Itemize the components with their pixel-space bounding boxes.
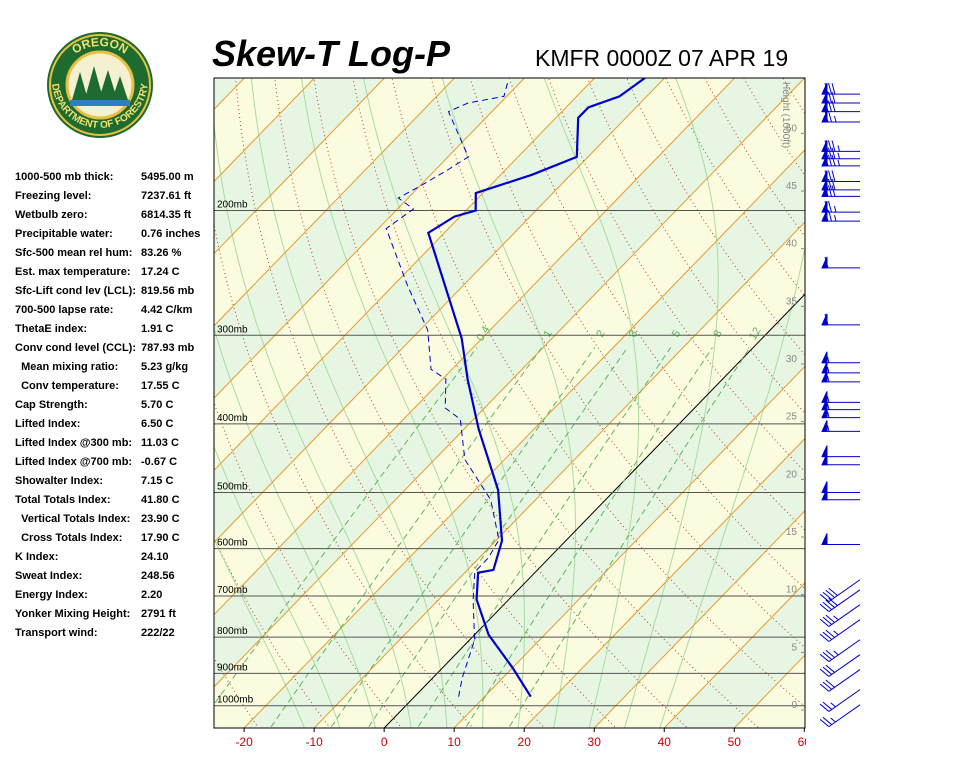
logo: OREGON DEPARTMENT OF FORESTRY	[47, 32, 153, 138]
height-tick-label: 30	[786, 354, 798, 365]
index-value: 24.10	[141, 551, 169, 563]
index-value: 7.15 C	[141, 475, 173, 487]
index-label: Sweat Index:	[15, 570, 82, 582]
height-tick-label: 35	[786, 296, 798, 307]
index-label: Sfc-500 mean rel hum:	[15, 247, 132, 259]
index-label: Sfc-Lift cond lev (LCL):	[15, 285, 136, 297]
index-label: Conv temperature:	[15, 380, 119, 392]
index-label: Energy Index:	[15, 589, 88, 601]
index-value: 5495.00 m	[141, 171, 194, 183]
index-value: 83.26 %	[141, 247, 182, 259]
pressure-label: 400mb	[217, 413, 248, 424]
index-value: 17.55 C	[141, 380, 180, 392]
index-label: Vertical Totals Index:	[15, 513, 130, 525]
height-tick-label: 0	[791, 700, 797, 711]
index-value: 1.91 C	[141, 323, 173, 335]
index-value: 5.23 g/kg	[141, 361, 188, 373]
index-value: 2.20	[141, 589, 162, 601]
x-tick-label: -10	[305, 735, 323, 749]
index-label: Lifted Index @700 mb:	[15, 456, 132, 468]
index-label: Transport wind:	[15, 627, 98, 639]
x-tick-label: 20	[518, 735, 532, 749]
index-value: 23.90 C	[141, 513, 180, 525]
index-label: 1000-500 mb thick:	[15, 171, 113, 183]
height-tick-label: 45	[786, 181, 798, 192]
pressure-label: 600mb	[217, 538, 248, 549]
chart-subtitle: KMFR 0000Z 07 APR 19	[535, 45, 788, 71]
index-label: Lifted Index @300 mb:	[15, 437, 132, 449]
index-value: -0.67 C	[141, 456, 177, 468]
x-tick-label: 50	[728, 735, 742, 749]
index-label: Total Totals Index:	[15, 494, 111, 506]
index-value: 11.03 C	[141, 437, 179, 449]
height-tick-label: 5	[791, 642, 797, 653]
index-value: 2791 ft	[141, 608, 176, 620]
pressure-label: 500mb	[217, 481, 248, 492]
index-value: 248.56	[141, 570, 175, 582]
index-value: 0.76 inches	[141, 228, 200, 240]
index-value: 787.93 mb	[141, 342, 194, 354]
index-label: Yonker Mixing Height:	[15, 608, 130, 620]
index-label: Lifted Index:	[15, 418, 80, 430]
index-label: ThetaE index:	[15, 323, 87, 335]
index-label: Mean mixing ratio:	[15, 361, 118, 373]
index-value: 4.42 C/km	[141, 304, 193, 316]
index-label: Conv cond level (CCL):	[15, 342, 136, 354]
index-value: 41.80 C	[141, 494, 180, 506]
height-tick-label: 20	[786, 469, 798, 480]
height-tick-label: 25	[786, 412, 798, 423]
height-tick-label: 15	[786, 527, 798, 538]
index-label: Wetbulb zero:	[15, 209, 88, 221]
pressure-label: 200mb	[217, 200, 248, 211]
index-value: 5.70 C	[141, 399, 173, 411]
index-label: 700-500 lapse rate:	[15, 304, 113, 316]
index-label: Cap Strength:	[15, 399, 88, 411]
index-value: 6814.35 ft	[141, 209, 191, 221]
x-tick-label: 40	[658, 735, 672, 749]
x-tick-label: -20	[235, 735, 253, 749]
index-label: Cross Totals Index:	[15, 532, 122, 544]
index-label: Showalter Index:	[15, 475, 103, 487]
x-tick-label: 10	[448, 735, 462, 749]
x-tick-label: 30	[588, 735, 602, 749]
index-value: 222/22	[141, 627, 175, 639]
index-label: Est. max temperature:	[15, 266, 131, 278]
pressure-label: 900mb	[217, 662, 248, 673]
index-label: Freezing level:	[15, 190, 91, 202]
height-tick-label: 10	[786, 585, 798, 596]
height-axis-label: Height (1000ft)	[780, 82, 791, 148]
pressure-label: 700mb	[217, 585, 248, 596]
index-value: 17.90 C	[141, 532, 180, 544]
index-value: 819.56 mb	[141, 285, 194, 297]
index-value: 17.24 C	[141, 266, 180, 278]
index-value: 7237.61 ft	[141, 190, 191, 202]
index-label: Precipitable water:	[15, 228, 113, 240]
pressure-label: 300mb	[217, 324, 248, 335]
height-tick-label: 40	[786, 239, 798, 250]
chart-title: Skew-T Log-P	[212, 33, 451, 74]
x-tick-label: 0	[381, 735, 388, 749]
pressure-label: 1000mb	[217, 695, 254, 706]
index-label: K Index:	[15, 551, 58, 563]
pressure-label: 800mb	[217, 626, 248, 637]
index-value: 6.50 C	[141, 418, 173, 430]
